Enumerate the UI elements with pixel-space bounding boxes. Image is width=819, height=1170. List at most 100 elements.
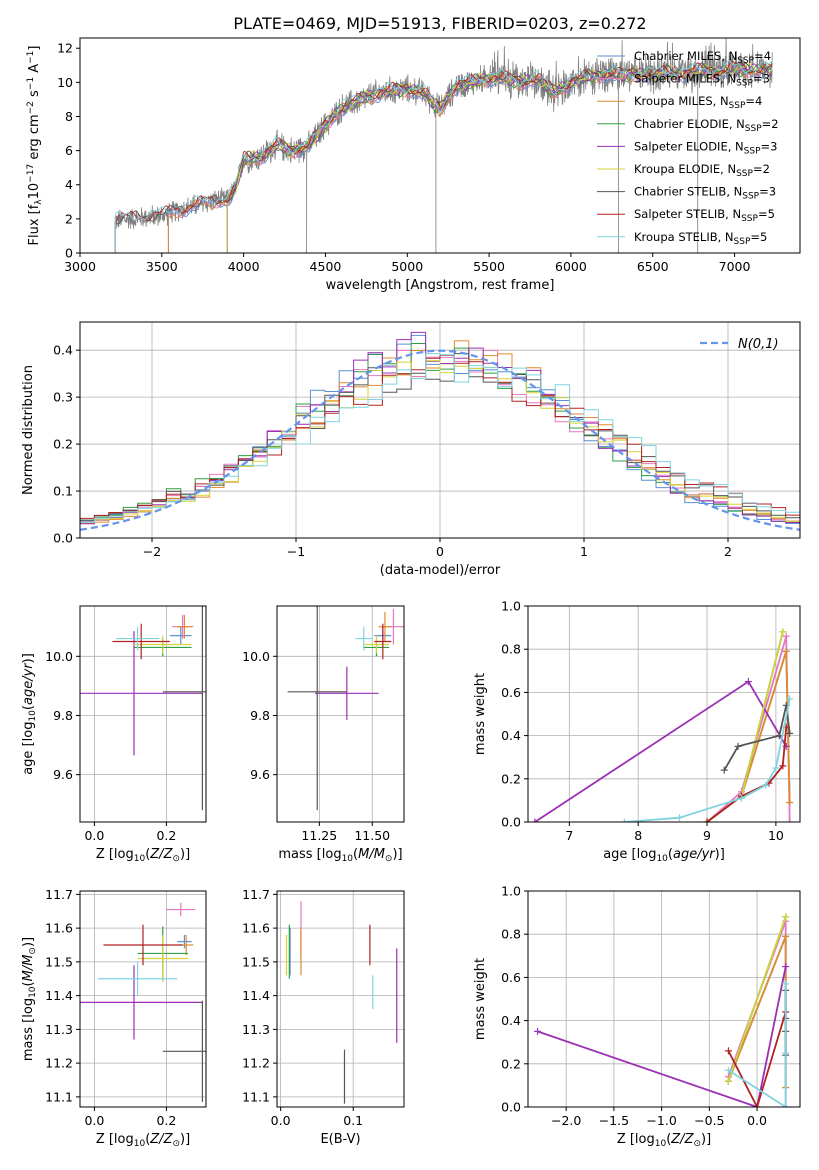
y-tick-label: 9.8 (250, 708, 270, 723)
legend-entry: Kroupa MILES, NSSP=4 (634, 94, 762, 111)
errorbar-point-salpeter-stelib (374, 623, 392, 660)
legend-entry: Chabrier MILES, NSSP=4 (634, 49, 771, 66)
x-tick-label: −2 (143, 544, 161, 559)
errorbar-point-kroupa-miles (378, 611, 392, 642)
y-axis-label: mass weight (473, 673, 488, 755)
x-tick-label: 0.2 (156, 1113, 176, 1128)
y-tick-label: 6 (65, 143, 73, 158)
errorbar-point-salpeter-elodie (80, 965, 203, 1040)
weight-line-salpeter-elodie (531, 678, 790, 822)
y-tick-label: 0.4 (53, 343, 73, 358)
y-tick-label: 1.0 (501, 599, 521, 614)
x-tick-label: 6000 (555, 259, 587, 274)
x-tick-label: 0.1 (343, 1113, 363, 1128)
errorbar-point-salpeter-miles (166, 902, 196, 917)
x-tick-label: 0.0 (84, 1113, 104, 1128)
y-tick-label: 11.3 (242, 1022, 270, 1037)
x-tick-label: 5500 (473, 259, 505, 274)
x-axis-label: mass [log10(M/M⊙)] (278, 847, 402, 864)
panel-spectrum: 3000 3500 4000 4500 5000 5500 6000 6500 7000 0 2 4 6… (26, 37, 801, 293)
x-axis-label: E(B-V) (320, 1132, 360, 1147)
x-tick-label: 7 (565, 828, 573, 843)
errorbar-point-salpeter-elodie (315, 666, 379, 720)
x-tick-label: 7000 (719, 259, 751, 274)
y-tick-label: 9.6 (250, 767, 270, 782)
x-tick-label: 0.0 (271, 1113, 291, 1128)
y-tick-label: 10.0 (45, 649, 73, 664)
legend-entry-gaussian: N(0,1) (738, 337, 779, 352)
errorbar-point-salpeter-elodie (80, 631, 203, 756)
y-tick-label: 0.6 (501, 685, 521, 700)
y-tick-label: 0.2 (501, 771, 521, 786)
model-spectrum-salpeter-elodie (226, 63, 773, 253)
histogram-kroupa-stelib (80, 353, 800, 523)
y-tick-label: 11.4 (242, 988, 270, 1003)
errorbar-point-chabrier-miles (177, 934, 192, 949)
y-tick-label: 0.1 (53, 484, 73, 499)
errorbar-point-chabrier-miles (170, 626, 192, 645)
errorbar-point-kroupa-elodie (363, 635, 390, 654)
panel-weight_vs_Z: −2.0 −1.5 −1.0 −0.5 0.0 0.0 0.2 0.4 0.6 0.8 1.0 Z [… (473, 884, 801, 1149)
weight-line-salpeter-miles (703, 632, 794, 822)
legend-entry: Salpeter ELODIE, NSSP=3 (634, 139, 777, 156)
axes-frame (276, 890, 405, 1108)
x-tick-label: 4000 (228, 259, 260, 274)
y-tick-label: 0.4 (501, 1013, 521, 1028)
histogram-salpeter-stelib (80, 354, 800, 519)
x-axis-label: Z [log10(Z/Z⊙)] (617, 1132, 711, 1149)
axes-frame (527, 605, 801, 823)
legend-entry: Chabrier STELIB, NSSP=3 (634, 185, 776, 202)
y-tick-label: 0.8 (501, 642, 521, 657)
x-tick-label: −2.0 (551, 1113, 581, 1128)
y-tick-label: 4 (65, 177, 73, 192)
y-tick-label: 0.6 (501, 970, 521, 985)
y-axis-label: mass weight (473, 958, 488, 1040)
x-tick-label: 3500 (146, 259, 178, 274)
y-tick-label: 11.2 (242, 1056, 270, 1071)
panel-age_vs_Z: 0.0 0.2 9.6 9.8 10.0 Z [log10(Z/Z⊙)] age [log1… (21, 605, 207, 864)
y-tick-label: 0.2 (53, 437, 73, 452)
x-axis-label: (data-model)/error (380, 563, 501, 578)
panel-mass_vs_ebv: 0.0 0.1 11.1 11.2 11.3 11.4 11.5 11.6 11.7 E(B-V) (242, 887, 405, 1147)
errorbar-point-kroupa-elodie (137, 934, 188, 983)
weight-line-kroupa-stelib (724, 980, 790, 1107)
y-tick-label: 11.7 (45, 887, 73, 902)
y-tick-label: 11.5 (45, 954, 73, 969)
axes-frame (79, 605, 207, 823)
legend-entry: Salpeter STELIB, NSSP=5 (634, 207, 775, 224)
y-tick-label: 10.0 (242, 649, 270, 664)
x-tick-label: 11.25 (301, 828, 337, 843)
x-tick-label: −1.0 (646, 1113, 676, 1128)
gaussian-curve (80, 349, 800, 531)
errorbar-point-kroupa-stelib (98, 961, 178, 996)
axes-frame (79, 37, 801, 254)
x-tick-label: −1 (287, 544, 305, 559)
x-tick-label: 4500 (310, 259, 342, 274)
y-tick-label: 12 (57, 41, 73, 56)
x-tick-label: 3000 (64, 259, 96, 274)
y-tick-label: 11.4 (45, 988, 73, 1003)
plot-area-weight_vs_Z (534, 913, 790, 1107)
y-tick-label: 0.0 (501, 1100, 521, 1115)
plot-area-age_vs_mass (287, 606, 404, 811)
y-tick-label: 1.0 (501, 884, 521, 899)
errorbar-point-kroupa-stelib (355, 626, 373, 651)
errorbar-point-kroupa-elodie (134, 635, 192, 654)
x-axis-label: age [log10(age/yr)] (603, 847, 725, 864)
y-tick-label: 10 (57, 75, 73, 90)
histogram-chabrier-stelib (80, 353, 800, 521)
x-tick-label: −0.5 (694, 1113, 724, 1128)
errorbar-point-chabrier-stelib (162, 606, 206, 811)
y-tick-label: 0.4 (501, 728, 521, 743)
x-axis-label: Z [log10(Z/Z⊙)] (96, 847, 190, 864)
y-tick-label: 0.0 (501, 815, 521, 830)
axes-frame (527, 890, 801, 1108)
y-tick-label: 0.3 (53, 390, 73, 405)
axes-frame (79, 890, 207, 1108)
y-tick-label: 9.6 (53, 767, 73, 782)
y-tick-label: 11.2 (45, 1056, 73, 1071)
panel-mass_vs_Z: 0.0 0.2 11.1 11.2 11.3 11.4 11.5 11.6 11.7 Z [log… (21, 887, 207, 1149)
weight-line-kroupa-elodie (724, 913, 790, 1085)
model-spectrum-chabrier-elodie (226, 64, 773, 253)
x-tick-label: 6500 (637, 259, 669, 274)
